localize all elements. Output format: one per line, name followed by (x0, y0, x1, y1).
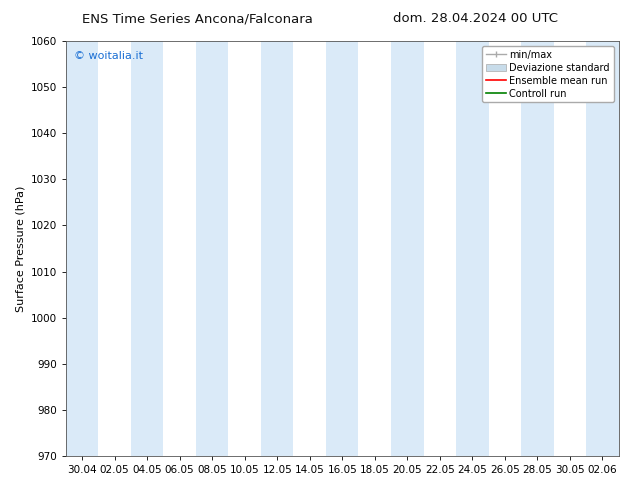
Y-axis label: Surface Pressure (hPa): Surface Pressure (hPa) (15, 185, 25, 312)
Bar (196, 41, 228, 456)
Bar (456, 41, 489, 456)
Bar (391, 41, 424, 456)
Bar (521, 41, 553, 456)
Bar (66, 41, 98, 456)
Bar (131, 41, 164, 456)
Bar (586, 41, 619, 456)
Text: © woitalia.it: © woitalia.it (74, 51, 143, 61)
Text: dom. 28.04.2024 00 UTC: dom. 28.04.2024 00 UTC (393, 12, 558, 25)
Legend: min/max, Deviazione standard, Ensemble mean run, Controll run: min/max, Deviazione standard, Ensemble m… (482, 46, 614, 102)
Bar (326, 41, 358, 456)
Bar (261, 41, 294, 456)
Text: ENS Time Series Ancona/Falconara: ENS Time Series Ancona/Falconara (82, 12, 313, 25)
